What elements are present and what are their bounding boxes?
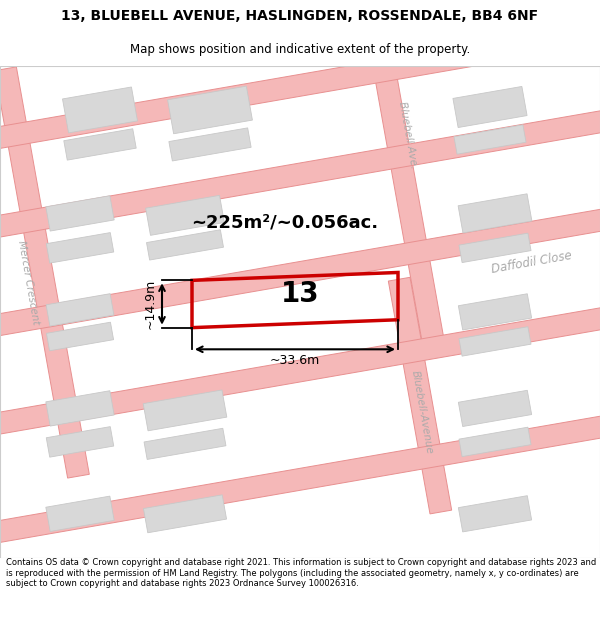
Bar <box>146 230 223 260</box>
Bar <box>0 22 600 149</box>
Bar <box>459 327 531 356</box>
Bar <box>458 194 532 233</box>
Bar <box>367 27 443 341</box>
Bar <box>64 129 136 160</box>
Bar <box>46 391 114 426</box>
Text: 13, BLUEBELL AVENUE, HASLINGDEN, ROSSENDALE, BB4 6NF: 13, BLUEBELL AVENUE, HASLINGDEN, ROSSEND… <box>61 9 539 23</box>
Bar <box>453 86 527 128</box>
Bar <box>146 196 224 236</box>
Bar <box>458 496 532 532</box>
Text: ~33.6m: ~33.6m <box>270 354 320 367</box>
Bar <box>454 125 526 154</box>
Bar <box>0 308 600 434</box>
Bar <box>0 67 89 478</box>
Bar <box>388 278 452 514</box>
Bar <box>458 390 532 426</box>
Bar <box>46 196 114 231</box>
Bar <box>62 87 137 133</box>
Bar <box>0 416 600 543</box>
Text: ~14.9m: ~14.9m <box>144 279 157 329</box>
Bar <box>144 428 226 459</box>
Bar <box>46 427 114 457</box>
Bar <box>143 495 227 532</box>
Bar <box>458 294 532 330</box>
Bar <box>459 233 531 262</box>
Text: Bluebell Ave.: Bluebell Ave. <box>397 100 419 169</box>
Bar <box>46 496 114 531</box>
Text: Contains OS data © Crown copyright and database right 2021. This information is : Contains OS data © Crown copyright and d… <box>6 558 596 588</box>
Text: Map shows position and indicative extent of the property.: Map shows position and indicative extent… <box>130 42 470 56</box>
Bar <box>459 427 531 457</box>
Bar <box>169 128 251 161</box>
Bar <box>46 294 114 326</box>
Text: ~225m²/~0.056ac.: ~225m²/~0.056ac. <box>191 213 379 231</box>
Bar <box>0 110 600 238</box>
Bar <box>0 209 600 336</box>
Bar <box>143 390 227 431</box>
Bar <box>46 232 114 263</box>
Bar <box>46 322 113 351</box>
Text: 13: 13 <box>281 280 319 308</box>
Bar <box>167 86 253 134</box>
Text: Bluebell-Avenue: Bluebell-Avenue <box>410 370 434 455</box>
Text: Mercer Crescent: Mercer Crescent <box>16 239 40 325</box>
Text: Daffodil Close: Daffodil Close <box>490 249 572 276</box>
